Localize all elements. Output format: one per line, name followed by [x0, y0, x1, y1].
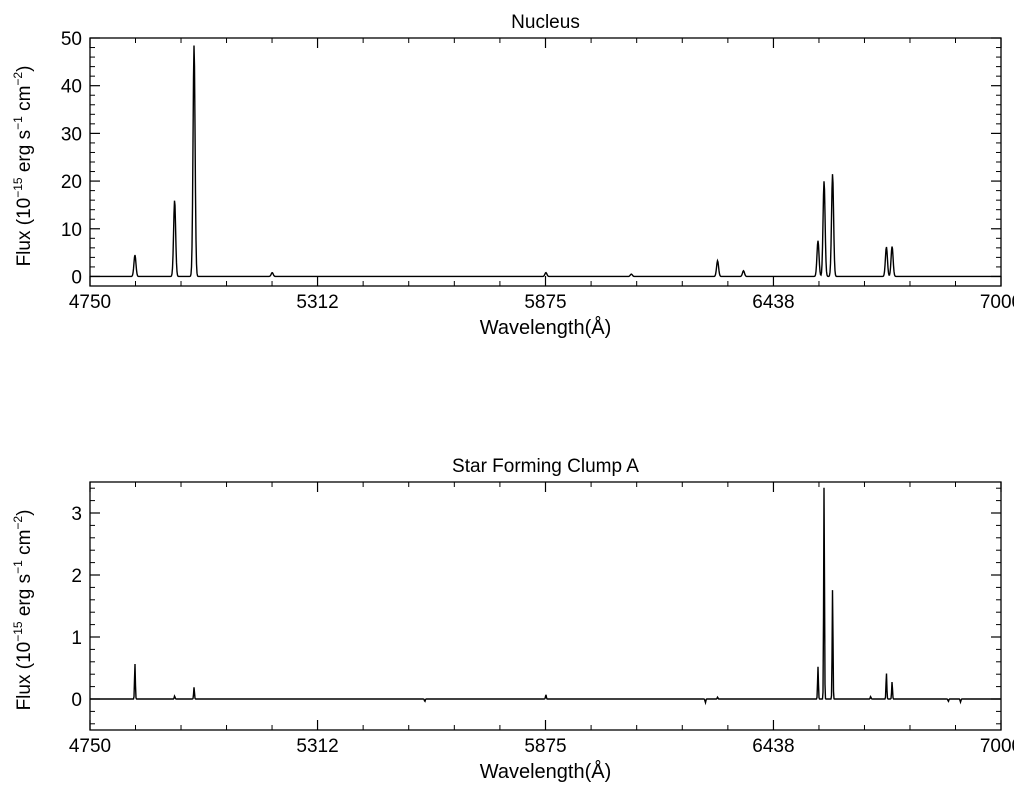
y-tick-label: 0 [71, 267, 82, 288]
x-tick-label: 5312 [296, 736, 338, 757]
y-axis-label-exponent: −15 [11, 177, 25, 198]
y-tick-label: 2 [71, 566, 82, 587]
x-tick-label: 4750 [69, 292, 111, 313]
y-axis-label-text: ) [14, 66, 35, 72]
y-axis-label-text: erg s [14, 574, 35, 622]
y-tick-label: 30 [61, 124, 82, 145]
y-tick-label: 50 [61, 29, 82, 50]
plot-frame [89, 37, 1002, 287]
x-tick-label: 6438 [752, 292, 794, 313]
y-axis-label-text: Flux (10 [14, 642, 35, 711]
y-axis-label: Flux (10−15 erg s−1 cm−2) [11, 510, 35, 711]
y-tick-label: 20 [61, 172, 82, 193]
spectrum-line [90, 45, 1001, 278]
y-axis-label: Flux (10−15 erg s−1 cm−2) [11, 66, 35, 267]
y-axis-label-text: cm [14, 530, 35, 561]
x-tick-label: 4750 [69, 736, 111, 757]
y-tick-label: 10 [61, 220, 82, 241]
y-axis-label-exponent: −1 [11, 116, 25, 130]
y-axis-label-text: ) [14, 510, 35, 516]
y-tick-label: 40 [61, 77, 82, 98]
y-axis-label-exponent: −2 [11, 516, 25, 530]
chart-title: Nucleus [511, 12, 580, 33]
x-tick-label: 6438 [752, 736, 794, 757]
x-axis-label: Wavelength(Å) [480, 316, 612, 339]
chart-title: Star Forming Clump A [452, 456, 639, 477]
y-tick-label: 1 [71, 628, 82, 649]
x-tick-label: 5312 [296, 292, 338, 313]
x-tick-label: 5875 [524, 736, 566, 757]
y-tick-label: 0 [71, 690, 82, 711]
y-axis-label-exponent: −15 [11, 621, 25, 642]
y-axis-label-text: cm [14, 86, 35, 117]
spectrum-line [90, 487, 1001, 706]
y-tick-label: 3 [71, 504, 82, 525]
y-axis-label-exponent: −1 [11, 560, 25, 574]
star-forming-clump-panel: Star Forming Clump A 4750 5312 5875 6438 700 0… [11, 456, 1014, 783]
plot-frame [89, 481, 1002, 731]
x-tick-label: 5875 [524, 292, 566, 313]
y-axis-label-exponent: −2 [11, 72, 25, 86]
y-axis-label-text: Flux (10 [14, 198, 35, 267]
x-axis-label: Wavelength(Å) [480, 760, 612, 783]
y-axis-label-text: erg s [14, 130, 35, 178]
